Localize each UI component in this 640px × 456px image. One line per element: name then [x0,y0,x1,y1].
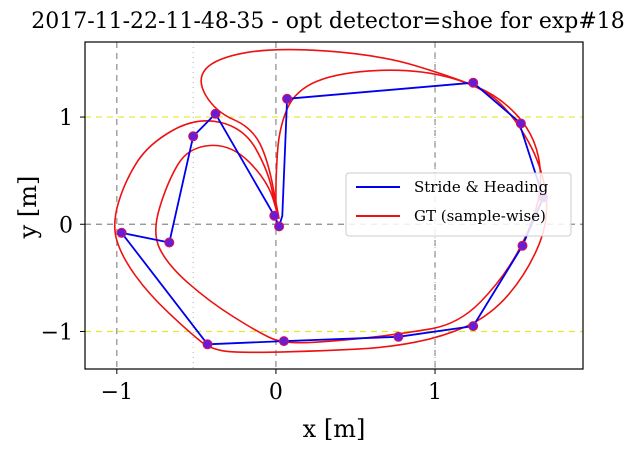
grid-layer [85,42,583,369]
x-tick-label-0: −1 [101,380,133,405]
y-tick-label-2: 1 [59,106,73,131]
stride-point-0 [274,221,285,232]
stride-series-layer [120,81,545,346]
x-tick-label-2: 1 [428,380,442,405]
x-tick-label-1: 0 [269,380,283,405]
gt-loop-1 [155,48,542,344]
gt-loop-0 [113,69,548,354]
y-tick-label-1: 0 [59,213,73,238]
stride-point-2 [210,108,221,119]
legend: Stride & Heading GT (sample-wise) [345,172,572,237]
gt-series-layer [113,48,548,354]
stride-point-8 [393,331,404,342]
tick-layer: −1 0 1 −1 0 1 [41,106,442,405]
stride-point-13 [468,77,479,88]
x-axis-label: x [m] [303,415,366,443]
y-axis-label: y [m] [14,176,42,240]
stride-point-14 [282,93,293,104]
stride-point-1 [269,210,280,221]
stride-point-9 [468,321,479,332]
stride-point-12 [515,118,526,129]
plot-frame [84,41,584,370]
chart-title: 2017-11-22-11-48-35 - opt detector=shoe … [31,9,625,34]
y-tick-label-0: −1 [41,320,73,345]
legend-stride-label: Stride & Heading [414,178,549,196]
stride-point-7 [278,336,289,347]
stride-point-10 [517,240,528,251]
legend-gt-label: GT (sample-wise) [414,207,546,225]
stride-point-4 [164,237,175,248]
stride-point-5 [116,227,127,238]
stride-point-3 [188,131,199,142]
stride-line [120,81,545,346]
stride-point-6 [202,339,213,350]
legend-box [345,172,572,237]
